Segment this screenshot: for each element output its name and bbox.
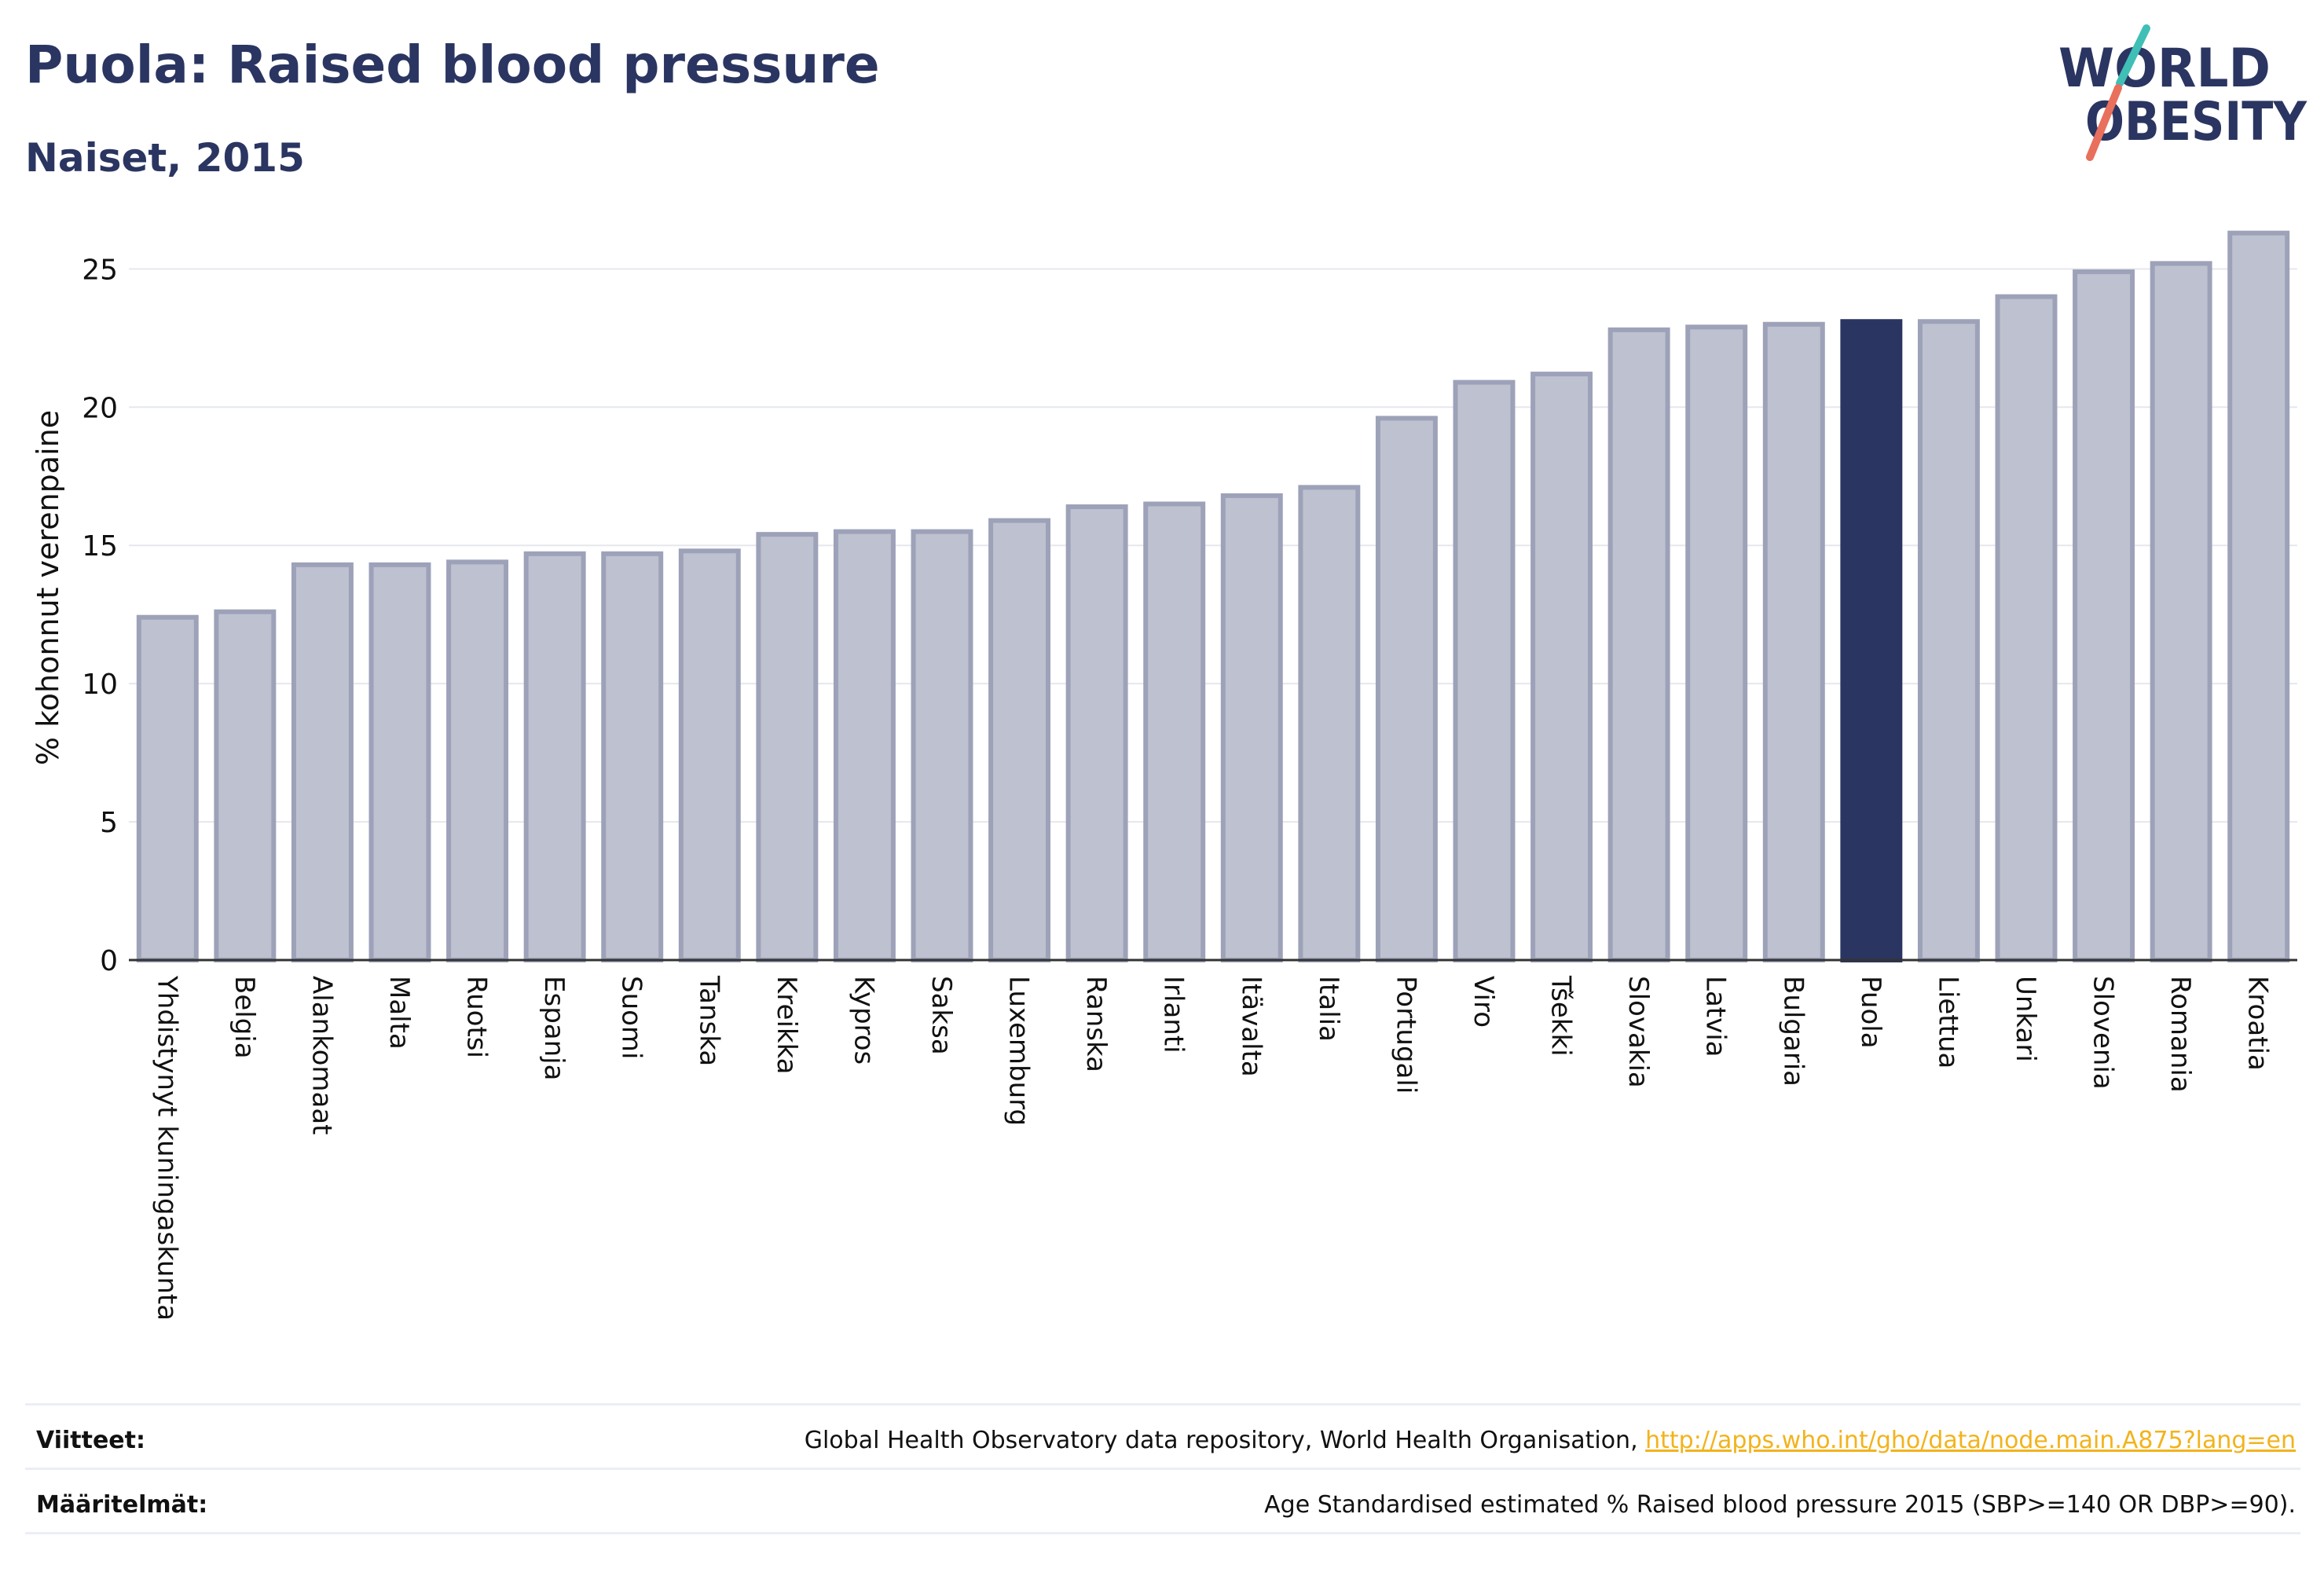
x-tick-label: Belgia <box>229 976 260 1059</box>
bar <box>523 551 586 962</box>
bar <box>2073 269 2135 962</box>
footer-divider-top <box>25 1403 2300 1406</box>
x-tick-label: Kroatia <box>2242 976 2274 1071</box>
y-tick-label: 10 <box>82 669 118 701</box>
x-tick-label: Slovakia <box>1622 976 1654 1088</box>
x-tick-label: Ruotsi <box>461 976 493 1058</box>
x-tick-label: Alankomaat <box>306 976 337 1135</box>
x-tick-label: Liettua <box>1932 976 1963 1068</box>
sources-link[interactable]: http://apps.who.int/gho/data/node.main.A… <box>1645 1427 2296 1454</box>
x-tick-label: Luxemburg <box>1003 976 1035 1126</box>
x-tick-label: Yhdistynyt kuningaskunta <box>151 975 182 1321</box>
logo-slash-teal <box>2116 24 2150 87</box>
world-obesity-logo: WORLD OBESITY <box>2058 24 2308 161</box>
bar <box>2150 261 2212 963</box>
definitions-label: Määritelmät: <box>36 1491 208 1519</box>
y-tick-label: 20 <box>82 392 118 424</box>
x-tick-label: Kypros <box>848 976 879 1065</box>
sources-description: Global Health Observatory data repositor… <box>804 1427 1646 1454</box>
y-tick-label: 5 <box>100 807 118 839</box>
bar <box>136 614 199 962</box>
x-tick-label: Ranska <box>1080 976 1112 1072</box>
x-tick-label: Suomi <box>616 976 647 1060</box>
bar <box>2227 230 2290 962</box>
logo-slash-coral <box>2086 84 2122 161</box>
bar <box>368 562 431 963</box>
bar <box>1065 504 1128 962</box>
page-title: Puola: Raised blood pressure <box>25 35 880 95</box>
x-tick-label: Irlanti <box>1158 976 1189 1054</box>
bar <box>988 518 1051 962</box>
x-tick-label: Tšekki <box>1545 975 1577 1057</box>
bar <box>1917 319 1980 962</box>
x-tick-label: Bulgaria <box>1777 976 1809 1087</box>
bars <box>136 230 2290 963</box>
x-tick-label: Portugali <box>1390 976 1421 1094</box>
logo-line1: WORLD <box>2058 38 2271 100</box>
bar <box>1685 324 1748 962</box>
x-tick-label: Slovenia <box>2088 976 2119 1090</box>
x-tick-label: Tanska <box>693 975 724 1066</box>
x-tick-label: Itävalta <box>1235 976 1266 1077</box>
x-tick-label: Unkari <box>2010 976 2041 1062</box>
sources-text: Global Health Observatory data repositor… <box>805 1427 2296 1454</box>
bar <box>1375 416 1438 962</box>
x-tick-label: Latvia <box>1700 976 1732 1057</box>
x-tick-label: Kreikka <box>771 976 802 1075</box>
x-tick-label: Viro <box>1468 976 1499 1028</box>
x-tick-label: Puola <box>1855 976 1886 1049</box>
bar <box>214 609 277 963</box>
bar-highlighted <box>1840 319 1903 962</box>
y-tick-label: 0 <box>100 945 118 977</box>
bar <box>1143 501 1206 962</box>
x-tick-label: Espanja <box>538 976 570 1080</box>
definitions-text: Age Standardised estimated % Raised bloo… <box>1264 1491 2296 1519</box>
sources-label: Viitteet: <box>36 1427 145 1454</box>
footer-divider-middle <box>25 1468 2300 1470</box>
bar <box>1453 379 1516 962</box>
bar <box>601 551 664 962</box>
bar <box>1995 294 2058 962</box>
bar <box>911 529 973 962</box>
logo-line2: OBESITY <box>2085 91 2308 153</box>
page-subtitle: Naiset, 2015 <box>25 135 305 181</box>
bar <box>446 559 509 962</box>
bar <box>291 562 354 963</box>
bar <box>1607 327 1670 962</box>
bar <box>756 532 819 962</box>
y-axis-label: % kohonnut verenpaine <box>31 410 65 765</box>
x-tick-label: Italia <box>1313 976 1344 1042</box>
bar <box>1220 493 1283 962</box>
x-tick-label: Saksa <box>926 976 957 1055</box>
y-tick-label: 15 <box>82 530 118 563</box>
bar <box>1762 321 1825 963</box>
x-tick-label: Romania <box>2165 976 2196 1093</box>
bar <box>833 529 896 962</box>
y-tick-label: 25 <box>82 254 118 286</box>
x-tick-label: Malta <box>383 976 415 1050</box>
bar <box>1298 485 1361 962</box>
bar <box>1530 372 1593 962</box>
bar <box>678 548 741 962</box>
footer-divider-bottom <box>25 1532 2300 1534</box>
axes: 0 5 10 15 20 25 Yhdistynyt kuningaskunta Belgia… <box>82 254 2297 1321</box>
bar-chart: 0 5 10 15 20 25 Yhdistynyt kuningaskunta Belgia… <box>31 230 2297 1321</box>
